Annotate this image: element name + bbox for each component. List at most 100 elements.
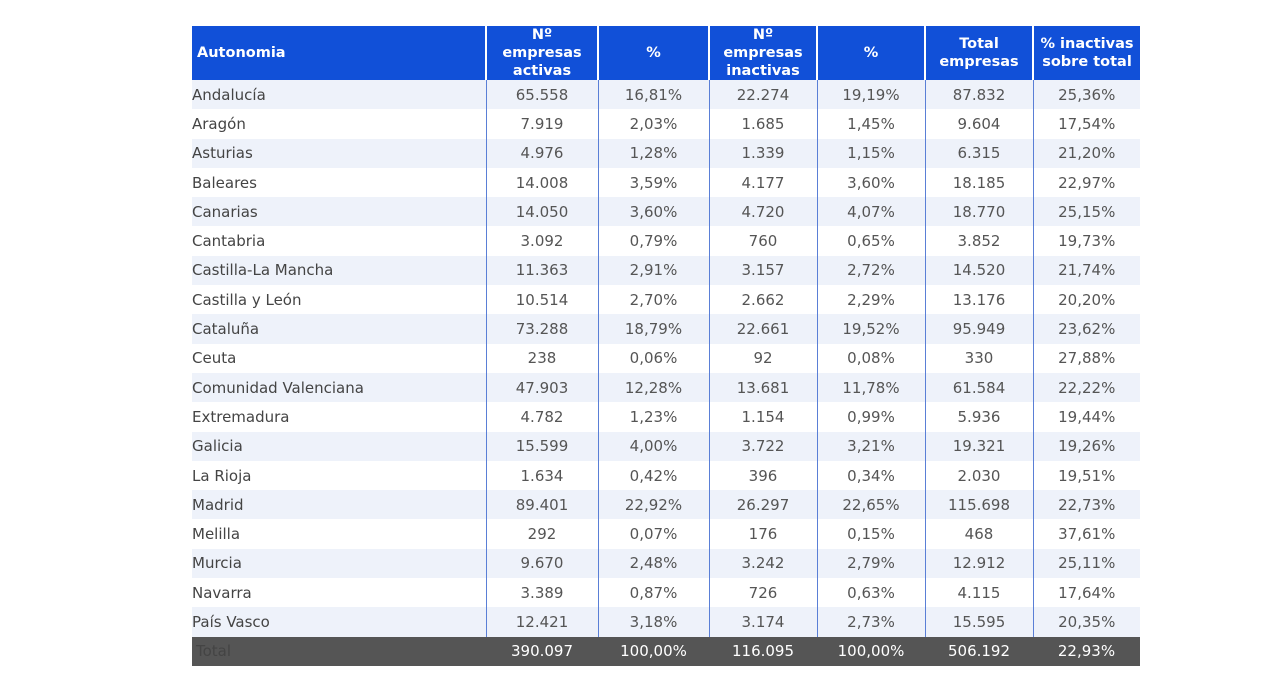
table-cell: 19,44% (1032, 402, 1140, 432)
region-name: Cantabria (192, 226, 486, 256)
table-cell: 3.174 (708, 607, 817, 637)
region-name: Galicia (192, 431, 486, 461)
table-cell: 13.176 (924, 285, 1033, 315)
region-name: Extremadura (192, 402, 486, 432)
table-cell: 21,74% (1032, 255, 1140, 286)
table-cell: 2,29% (816, 285, 925, 315)
table-cell: 9.670 (485, 548, 598, 579)
table-cell: 61.584 (924, 372, 1033, 403)
table-cell: 468 (924, 519, 1033, 549)
table-cell: 3.389 (485, 578, 598, 608)
region-name: Navarra (192, 578, 486, 608)
region-name: País Vasco (192, 607, 486, 637)
total-label: Total (192, 636, 486, 666)
table-row: Baleares 14.008 3,59% 4.177 3,60% 18.185 22,97… (192, 167, 1140, 198)
table-cell: 0,99% (816, 402, 925, 432)
table-cell: 22.661 (708, 314, 817, 344)
table-cell: 1,28% (597, 138, 709, 168)
region-name: Comunidad Valenciana (192, 372, 486, 403)
table-cell: 4.720 (708, 197, 817, 227)
table-cell: 12,28% (597, 372, 709, 403)
table-row: Ceuta 238 0,06% 92 0,08% 330 27,88% (192, 343, 1140, 373)
table-cell: 11.363 (485, 255, 598, 286)
table-cell: 1.634 (485, 460, 598, 491)
table-cell: 19,73% (1032, 226, 1140, 256)
table-cell: 25,15% (1032, 197, 1140, 227)
total-cell: 390.097 (486, 636, 598, 666)
table-cell: 1,23% (597, 402, 709, 432)
table-cell: 22,97% (1032, 167, 1140, 198)
table-cell: 22.274 (708, 80, 817, 110)
table-row: Castilla-La Mancha 11.363 2,91% 3.157 2,72% 1… (192, 255, 1140, 286)
table-row: Madrid 89.401 22,92% 26.297 22,65% 115.698 22,… (192, 490, 1140, 520)
table-cell: 19,19% (816, 80, 925, 110)
table-cell: 4,07% (816, 197, 925, 227)
table-cell: 26.297 (708, 490, 817, 520)
table-cell: 726 (708, 578, 817, 608)
table-cell: 10.514 (485, 285, 598, 315)
table-cell: 760 (708, 226, 817, 256)
region-name: Madrid (192, 490, 486, 520)
table-cell: 3,21% (816, 431, 925, 461)
table-cell: 1.154 (708, 402, 817, 432)
table-cell: 238 (485, 343, 598, 373)
region-name: Baleares (192, 167, 486, 198)
table-cell: 23,62% (1032, 314, 1140, 344)
table-cell: 22,73% (1032, 490, 1140, 520)
table-header: Autonomia Nº empresas activas% Nº empresas… (192, 26, 1140, 80)
table-row: Murcia 9.670 2,48% 3.242 2,79% 12.912 25,11% (192, 548, 1140, 579)
table-cell: 0,15% (816, 519, 925, 549)
table-cell: 19,26% (1032, 431, 1140, 461)
table-cell: 19,51% (1032, 460, 1140, 491)
table-cell: 3.722 (708, 431, 817, 461)
table-row: Galicia 15.599 4,00% 3.722 3,21% 19.321 19,26% (192, 431, 1140, 461)
table-row: Asturias 4.976 1,28% 1.339 1,15% 6.315 21,20% (192, 138, 1140, 168)
table-cell: 1.339 (708, 138, 817, 168)
table-cell: 22,22% (1032, 372, 1140, 403)
table-cell: 2,72% (816, 255, 925, 286)
table-cell: 19,52% (816, 314, 925, 344)
table-cell: 2.662 (708, 285, 817, 315)
table-cell: 3.092 (485, 226, 598, 256)
total-cell: 100,00% (598, 636, 709, 666)
table-cell: 0,06% (597, 343, 709, 373)
table-cell: 2,03% (597, 109, 709, 139)
table-cell: 396 (708, 460, 817, 491)
table-cell: 16,81% (597, 80, 709, 110)
table-cell: 2,48% (597, 548, 709, 579)
table-cell: 1.685 (708, 109, 817, 139)
table-cell: 0,65% (816, 226, 925, 256)
table-cell: 2,73% (816, 607, 925, 637)
table-cell: 20,35% (1032, 607, 1140, 637)
table-cell: 0,34% (816, 460, 925, 491)
table-cell: 6.315 (924, 138, 1033, 168)
companies-by-region-table: Autonomia Nº empresas activas% Nº empresas… (192, 26, 1140, 666)
total-cell: 116.095 (709, 636, 817, 666)
table-cell: 3,18% (597, 607, 709, 637)
table-row: Aragón 7.919 2,03% 1.685 1,45% 9.604 17,54% (192, 109, 1140, 139)
region-name: Andalucía (192, 80, 486, 110)
column-header: Autonomia (192, 26, 486, 80)
table-cell: 3,60% (597, 197, 709, 227)
table-cell: 18,79% (597, 314, 709, 344)
table-footer: Total 390.097 100,00% 116.095 100,00% 506.192… (192, 636, 1140, 666)
table-cell: 37,61% (1032, 519, 1140, 549)
table-cell: 5.936 (924, 402, 1033, 432)
table-cell: 25,11% (1032, 548, 1140, 579)
table-cell: 330 (924, 343, 1033, 373)
table-cell: 21,20% (1032, 138, 1140, 168)
table-cell: 176 (708, 519, 817, 549)
table-cell: 4.177 (708, 167, 817, 198)
table-cell: 3.852 (924, 226, 1033, 256)
table-row: La Rioja 1.634 0,42% 396 0,34% 2.030 19,51% (192, 460, 1140, 491)
table-cell: 12.912 (924, 548, 1033, 579)
table-cell: 2,70% (597, 285, 709, 315)
table-cell: 22,65% (816, 490, 925, 520)
table-cell: 4,00% (597, 431, 709, 461)
table-cell: 7.919 (485, 109, 598, 139)
table-row: Cantabria 3.092 0,79% 760 0,65% 3.852 19,73% (192, 226, 1140, 256)
table-cell: 15.595 (924, 607, 1033, 637)
table-cell: 2.030 (924, 460, 1033, 491)
table-cell: 1,15% (816, 138, 925, 168)
table-cell: 115.698 (924, 490, 1033, 520)
